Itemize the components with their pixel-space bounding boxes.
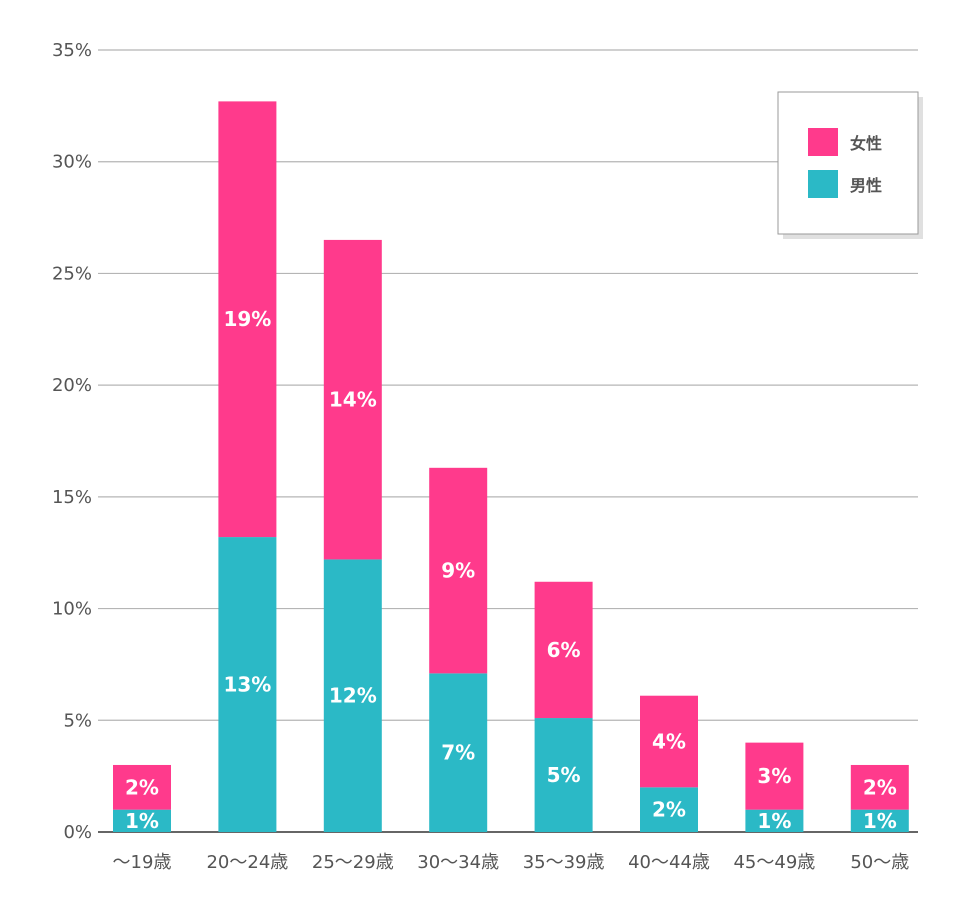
data-label-female-0: 2% [125,775,159,799]
y-axis-ticks: 0% 5% 10% 15% 20% 25% 30% 35% [52,40,92,843]
y-tick-label: 25% [52,263,92,284]
bar-female-6 [745,742,804,810]
x-tick-label: 35〜39歳 [523,852,605,873]
bar-female-1 [218,101,277,538]
data-label-male-0: 1% [125,809,159,833]
legend: 女性 男性 [777,91,923,239]
bar-female-3 [429,467,488,674]
data-label-female-2: 14% [329,388,377,412]
data-label-female-1: 19% [223,307,271,331]
bar-male-2 [323,559,382,832]
bars: 1% 2% 13% 19% 12% 14% 7% 9% 5% 6% 2% 4% 1% 3% 1% 2% [113,101,909,833]
data-label-female-3: 9% [441,559,475,583]
data-label-female-4: 6% [547,638,581,662]
data-label-male-1: 13% [223,673,271,697]
bar-male-3 [429,673,488,832]
bar-male-4 [534,718,593,832]
x-axis-ticks: 〜19歳 20〜24歳 25〜29歳 30〜34歳 35〜39歳 40〜44歳 45〜49歳… [113,852,910,873]
bar-male-0 [113,809,171,832]
bar-male-1 [218,537,277,832]
y-tick-label: 20% [52,375,92,396]
bar-female-5 [640,695,698,788]
y-tick-label: 0% [63,822,92,843]
bar-female-0 [113,764,171,810]
legend-swatch-male [808,170,838,198]
x-tick-label: 45〜49歳 [733,852,815,873]
x-tick-label: 50〜歳 [850,852,909,873]
legend-box [777,91,919,235]
legend-label-male: 男性 [850,176,882,195]
data-label-male-4: 5% [547,763,581,787]
bar-male-7 [850,809,909,832]
x-tick-label: 30〜34歳 [417,852,499,873]
x-tick-label: 20〜24歳 [206,852,288,873]
data-label-female-5: 4% [652,730,686,754]
y-tick-label: 10% [52,599,92,620]
data-label-male-3: 7% [441,741,475,765]
data-label-male-5: 2% [652,798,686,822]
data-label-female-6: 3% [757,764,791,788]
bar-male-5 [640,787,698,832]
y-tick-label: 30% [52,152,92,173]
y-tick-label: 35% [52,40,92,61]
bar-male-6 [745,809,804,832]
data-label-female-7: 2% [863,775,897,799]
bar-female-2 [323,239,382,560]
data-label-male-2: 12% [329,684,377,708]
y-tick-label: 15% [52,487,92,508]
legend-swatch-female [808,128,838,156]
data-label-male-7: 1% [863,809,897,833]
data-label-male-6: 1% [757,809,791,833]
legend-label-female: 女性 [850,134,882,153]
x-tick-label: 40〜44歳 [628,852,710,873]
y-tick-label: 5% [63,710,92,731]
bar-female-4 [534,581,593,719]
bar-female-7 [850,764,909,810]
x-tick-label: 〜19歳 [113,852,172,873]
x-tick-label: 25〜29歳 [312,852,394,873]
